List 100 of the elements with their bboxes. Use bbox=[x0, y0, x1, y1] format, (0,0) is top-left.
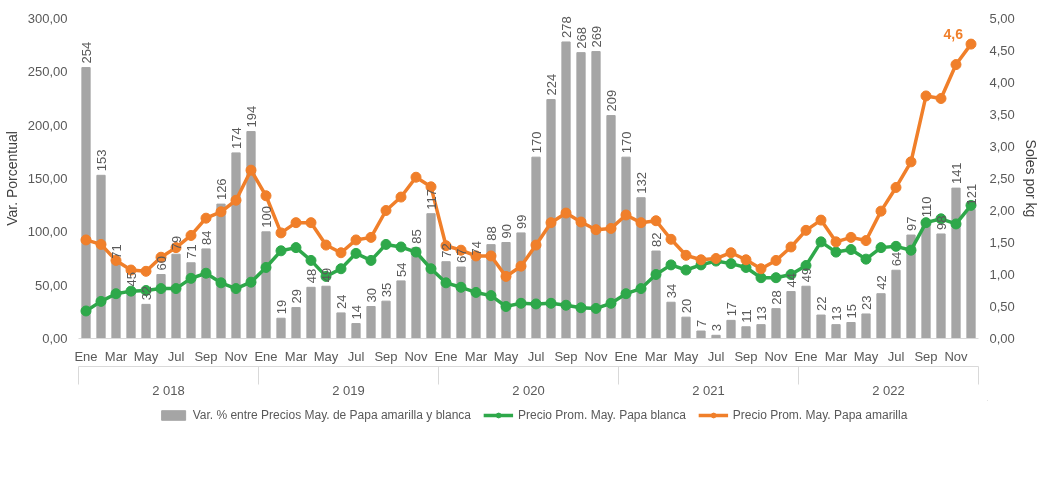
point bbox=[815, 214, 827, 226]
legend-label: Precio Prom. May. Papa blanca bbox=[517, 408, 686, 422]
data-label: 32 bbox=[138, 285, 154, 301]
data-label: 13 bbox=[753, 306, 769, 321]
point bbox=[965, 38, 977, 50]
data-label: 54 bbox=[393, 262, 409, 277]
x-tick-label: Ene bbox=[614, 348, 638, 364]
bar bbox=[966, 208, 976, 339]
bar bbox=[876, 293, 886, 339]
x-tick-label: Nov bbox=[404, 348, 429, 364]
data-label: 153 bbox=[93, 149, 109, 172]
data-label: 29 bbox=[288, 289, 304, 304]
x-tick-label: Sep bbox=[914, 348, 938, 364]
data-label: 44 bbox=[783, 273, 799, 288]
point bbox=[80, 234, 92, 246]
bar bbox=[666, 301, 676, 339]
data-label: 254 bbox=[78, 41, 94, 64]
point bbox=[680, 249, 692, 261]
point bbox=[920, 217, 932, 229]
bar bbox=[321, 285, 331, 339]
data-label: 14 bbox=[348, 305, 364, 320]
bar bbox=[786, 291, 796, 339]
bar bbox=[816, 314, 826, 339]
y2-tick-label: 2,50 bbox=[989, 171, 1015, 186]
data-label: 278 bbox=[558, 16, 574, 38]
data-label: 82 bbox=[648, 232, 664, 248]
data-label: 24 bbox=[333, 294, 349, 309]
x-tick-label: Nov bbox=[944, 348, 969, 364]
data-label: 49 bbox=[798, 267, 814, 283]
point bbox=[305, 254, 317, 266]
bar bbox=[576, 52, 586, 339]
bar bbox=[81, 67, 91, 339]
x-tick-label: Sep bbox=[374, 348, 398, 364]
y2-axis-title: Soles por kg bbox=[1022, 139, 1039, 218]
point bbox=[200, 267, 212, 279]
bar bbox=[561, 41, 571, 339]
point bbox=[755, 263, 767, 275]
x-tick-label: Sep bbox=[734, 348, 758, 364]
point bbox=[950, 59, 962, 71]
point bbox=[770, 254, 782, 266]
x-tick-label: Sep bbox=[554, 348, 578, 364]
point bbox=[650, 215, 662, 227]
data-label: 74 bbox=[468, 241, 484, 256]
point bbox=[890, 181, 902, 193]
bar bbox=[141, 303, 151, 339]
data-label: 268 bbox=[573, 26, 589, 49]
point bbox=[635, 283, 647, 295]
y-axis-title: Var. Porcentual bbox=[3, 131, 20, 226]
data-label: 34 bbox=[663, 283, 679, 299]
data-label: 3 bbox=[708, 324, 724, 332]
data-label: 17 bbox=[723, 301, 739, 317]
point bbox=[545, 217, 557, 229]
bar bbox=[726, 319, 736, 339]
point bbox=[380, 238, 392, 250]
point bbox=[410, 171, 422, 183]
point bbox=[365, 254, 377, 266]
data-label: 64 bbox=[888, 251, 904, 267]
y2-tick-label: 2,00 bbox=[989, 203, 1015, 218]
bar bbox=[846, 322, 856, 339]
data-label: 269 bbox=[588, 25, 604, 48]
y2-tick-label: 5,00 bbox=[989, 11, 1015, 26]
point bbox=[80, 305, 92, 317]
x-tick-label: Jul bbox=[167, 348, 185, 364]
point bbox=[350, 247, 362, 259]
x-tick-label: Sep bbox=[194, 348, 218, 364]
y-tick-label: 150,00 bbox=[27, 171, 68, 186]
point bbox=[575, 216, 587, 228]
bar bbox=[606, 115, 616, 339]
data-label: 100 bbox=[258, 206, 274, 228]
point bbox=[875, 242, 887, 254]
data-label: 79 bbox=[168, 235, 184, 251]
y-tick-label: 50,00 bbox=[34, 277, 68, 293]
point bbox=[260, 261, 272, 273]
y-tick-label: 300,00 bbox=[27, 11, 68, 26]
data-label: 49 bbox=[318, 267, 334, 283]
x-tick-label: Mar bbox=[464, 348, 488, 364]
bar bbox=[426, 213, 436, 339]
data-label: 71 bbox=[183, 244, 199, 259]
bar bbox=[771, 308, 781, 339]
point bbox=[845, 244, 857, 256]
x-tick-label: Jul bbox=[527, 348, 545, 364]
data-label: 71 bbox=[108, 244, 124, 259]
bar bbox=[291, 307, 301, 339]
x-tick-label: Nov bbox=[224, 348, 249, 364]
point bbox=[725, 247, 737, 259]
point bbox=[395, 241, 407, 253]
point bbox=[845, 231, 857, 243]
data-label: 88 bbox=[483, 226, 499, 241]
x-tick-label: Nov bbox=[764, 348, 789, 364]
bar bbox=[741, 326, 751, 339]
point bbox=[920, 90, 932, 102]
bar bbox=[951, 187, 961, 339]
point bbox=[740, 254, 752, 266]
point bbox=[485, 290, 497, 302]
bar bbox=[396, 280, 406, 339]
bar bbox=[756, 324, 766, 339]
data-label: 4,6 bbox=[943, 26, 964, 43]
data-label: 20 bbox=[678, 298, 694, 314]
x-tick-label: Mar bbox=[104, 348, 128, 364]
point bbox=[860, 253, 872, 265]
